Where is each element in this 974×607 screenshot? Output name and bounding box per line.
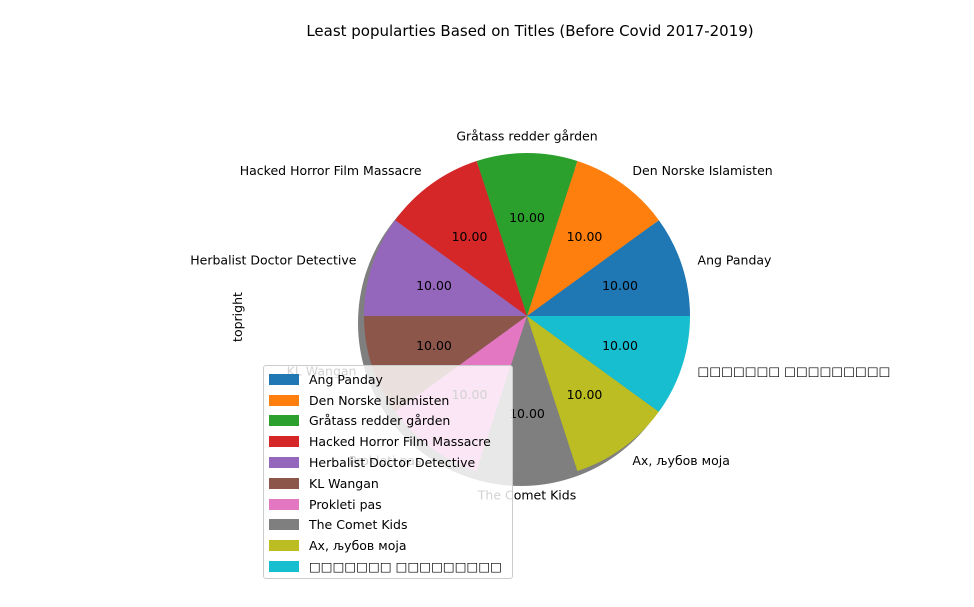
legend-item: Hacked Horror Film Massacre (269, 431, 506, 452)
slice-label: Ах, љубов моја (632, 453, 729, 468)
slice-value-label: 10.00 (567, 387, 603, 402)
slice-value-label: 10.00 (416, 278, 452, 293)
legend-label: Den Norske Islamisten (309, 392, 450, 408)
pie-slice-untitled (527, 316, 659, 472)
slice-label: Gråtass redder gården (456, 129, 597, 144)
pie-slice-ang-panday (527, 220, 690, 316)
slice-label: Ang Panday (698, 253, 773, 268)
pie-value-labels: 10.00 10.00 10.00 10.00 10.00 10.00 10.00 10.00… (416, 210, 638, 421)
legend-label: The Comet Kids (309, 517, 408, 533)
slice-value-label: 10.00 (602, 278, 638, 293)
legend-swatch (269, 373, 299, 385)
legend-label: Hacked Horror Film Massacre (309, 434, 491, 450)
legend-swatch (269, 498, 299, 510)
legend-swatch (269, 540, 299, 552)
pie-slice-herbalist-doctor-detective (364, 220, 527, 316)
slice-label: Hacked Horror Film Massacre (240, 163, 422, 178)
pie-slice-den-norske-islamisten (527, 160, 659, 316)
legend-item: Gråtass redder gården (269, 411, 506, 432)
legend-item: Den Norske Islamisten (269, 390, 506, 411)
legend-swatch (269, 415, 299, 427)
pie-slice-hacked-horror-film-massacre (395, 160, 527, 316)
legend-label: Herbalist Doctor Detective (309, 455, 476, 471)
slice-label: Den Norske Islamisten (632, 163, 772, 178)
slice-value-label: 10.00 (452, 229, 488, 244)
legend: Ang Panday Den Norske Islamisten Gråtass r… (263, 365, 513, 579)
pie-slice-untitled (527, 316, 690, 412)
slice-value-label: 10.00 (509, 210, 545, 225)
legend-item: The Comet Kids (269, 515, 506, 536)
legend-swatch (269, 519, 299, 531)
legend-item: Herbalist Doctor Detective (269, 452, 506, 473)
chart-title: Least popularties Based on Titles (Befor… (306, 22, 753, 40)
legend-label: □□□□□□□ □□□□□□□□□ (309, 559, 502, 575)
legend-label: Prokleti pas (309, 496, 382, 512)
legend-label: Ах, љубов моја (309, 538, 407, 554)
slice-label: Herbalist Doctor Detective (190, 253, 357, 268)
legend-item: KL Wangan (269, 473, 506, 494)
legend-item: Ang Panday (269, 369, 506, 390)
legend-label: Ang Panday (309, 371, 383, 387)
legend-item: Ах, љубов моја (269, 535, 506, 556)
legend-swatch (269, 561, 299, 573)
slice-value-label: 10.00 (567, 229, 603, 244)
legend-swatch (269, 477, 299, 489)
legend-swatch (269, 394, 299, 406)
legend-swatch (269, 436, 299, 448)
pie-slice-gr-tass-redder-g-rden (476, 152, 578, 316)
slice-value-label: 10.00 (602, 338, 638, 353)
legend-item: □□□□□□□ □□□□□□□□□ (269, 556, 506, 577)
legend-label: KL Wangan (309, 475, 379, 491)
legend-label: Gråtass redder gården (309, 413, 451, 429)
slice-label: □□□□□□□ □□□□□□□□□ (698, 363, 891, 378)
y-axis-label: topright (230, 292, 245, 342)
slice-value-label: 10.00 (416, 338, 452, 353)
legend-item: Prokleti pas (269, 494, 506, 515)
legend-swatch (269, 457, 299, 469)
slice-value-label: 10.00 (509, 406, 545, 421)
